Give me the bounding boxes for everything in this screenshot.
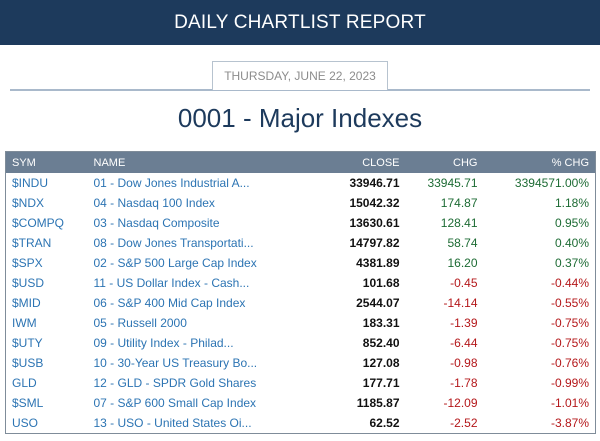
name-link[interactable]: 07 - S&P 600 Small Cap Index (93, 396, 257, 410)
percent-change-value: 0.37% (554, 256, 589, 270)
change-value: -1.39 (450, 316, 478, 330)
symbol-link[interactable]: $COMPQ (12, 216, 65, 230)
name-link[interactable]: 06 - S&P 400 Mid Cap Index (93, 296, 246, 310)
chartlist-title: 0001 - Major Indexes (177, 103, 423, 133)
change-value: 128.41 (440, 216, 478, 230)
table-row: $USB 10 - 30-Year US Treasury Bo... 127.08… (6, 353, 596, 373)
symbol-link[interactable]: $SML (12, 396, 44, 410)
symbol-link[interactable]: $UTY (12, 336, 43, 350)
column-header-sym[interactable]: SYM (5, 151, 88, 173)
close-value: 62.52 (369, 416, 400, 430)
percent-change-value: -0.75% (550, 316, 589, 330)
change-value: -0.45 (450, 276, 478, 290)
percent-change-value: -0.75% (550, 336, 589, 350)
percent-change-value: -0.99% (550, 376, 589, 390)
date-divider (10, 89, 590, 91)
name-link[interactable]: 12 - GLD - SPDR Gold Shares (93, 376, 257, 390)
change-value: -1.78 (450, 376, 478, 390)
column-header-chg[interactable]: CHG (405, 151, 484, 173)
symbol-link[interactable]: $SPX (12, 256, 43, 270)
change-value: 58.74 (447, 236, 478, 250)
percent-change-value: -3.87% (550, 416, 589, 430)
close-value: 127.08 (362, 356, 400, 370)
percent-change-value: 0.95% (554, 216, 589, 230)
table-row: $MID 06 - S&P 400 Mid Cap Index 2544.07 -14… (6, 293, 596, 313)
symbol-link[interactable]: $USB (12, 356, 44, 370)
name-link[interactable]: 11 - US Dollar Index - Cash... (93, 276, 250, 290)
change-value: -2.52 (450, 416, 478, 430)
report-header-bar: DAILY CHARTLIST REPORT (0, 0, 600, 45)
name-link[interactable]: 04 - Nasdaq 100 Index (93, 196, 215, 210)
name-link[interactable]: 08 - Dow Jones Transportati... (93, 236, 254, 250)
symbol-link[interactable]: GLD (12, 376, 37, 390)
close-value: 4381.89 (356, 256, 400, 270)
table-row: $TRAN 08 - Dow Jones Transportati... 14797… (6, 233, 596, 253)
table-row: IWM 05 - Russell 2000 183.31 -1.39 -0.75% (6, 313, 596, 333)
column-header-close[interactable]: CLOSE (287, 151, 406, 173)
column-header-pct-chg[interactable]: % CHG (483, 151, 596, 173)
table-header-row: SYM NAME CLOSE CHG % CHG (5, 151, 596, 173)
symbol-link[interactable]: USO (12, 416, 39, 430)
symbol-link[interactable]: IWM (12, 316, 37, 330)
table-row: $UTY 09 - Utility Index - Philad... 852.40… (6, 333, 596, 353)
column-header-name[interactable]: NAME (87, 151, 288, 173)
close-value: 14797.82 (349, 236, 400, 250)
symbol-link[interactable]: $INDU (12, 176, 49, 190)
table-row: GLD 12 - GLD - SPDR Gold Shares 177.71 -1.7… (6, 373, 596, 393)
change-value: -6.44 (450, 336, 478, 350)
close-value: 33946.71 (349, 176, 400, 190)
percent-change-value: -0.55% (550, 296, 589, 310)
name-link[interactable]: 13 - USO - United States Oi... (93, 416, 252, 430)
table-row: $NDX 04 - Nasdaq 100 Index 15042.32 174.87 1… (6, 193, 596, 213)
percent-change-value: -0.76% (550, 356, 589, 370)
table-row: $INDU 01 - Dow Jones Industrial A... 33946… (6, 173, 596, 193)
report-date: THURSDAY, JUNE 22, 2023 (212, 61, 388, 90)
report-header-title: DAILY CHARTLIST REPORT (174, 11, 426, 33)
symbol-link[interactable]: $USD (12, 276, 45, 290)
change-value: 16.20 (447, 256, 478, 270)
indexes-table: SYM NAME CLOSE CHG % CHG $INDU 01 - Dow J… (5, 151, 596, 434)
percent-change-value: -0.44% (550, 276, 589, 290)
close-value: 101.68 (362, 276, 400, 290)
percent-change-value: 1.18% (554, 196, 589, 210)
name-link[interactable]: 09 - Utility Index - Philad... (93, 336, 234, 350)
table-row: $COMPQ 03 - Nasdaq Composite 13630.61 128.4… (6, 213, 596, 233)
close-value: 13630.61 (349, 216, 400, 230)
change-value: -0.98 (450, 356, 478, 370)
close-value: 852.40 (362, 336, 400, 350)
percent-change-value: 3394571.00% (514, 176, 589, 190)
symbol-link[interactable]: $TRAN (12, 236, 52, 250)
name-link[interactable]: 02 - S&P 500 Large Cap Index (93, 256, 257, 270)
symbol-link[interactable]: $NDX (12, 196, 45, 210)
name-link[interactable]: 10 - 30-Year US Treasury Bo... (93, 356, 258, 370)
name-link[interactable]: 01 - Dow Jones Industrial A... (93, 176, 250, 190)
close-value: 1185.87 (356, 396, 400, 410)
change-value: -12.09 (443, 396, 478, 410)
close-value: 2544.07 (356, 296, 400, 310)
change-value: 33945.71 (427, 176, 478, 190)
symbol-link[interactable]: $MID (12, 296, 41, 310)
name-link[interactable]: 03 - Nasdaq Composite (93, 216, 220, 230)
percent-change-value: -1.01% (550, 396, 589, 410)
table-row: USO 13 - USO - United States Oi... 62.52 -2… (6, 413, 596, 434)
percent-change-value: 0.40% (554, 236, 589, 250)
table-row: $SPX 02 - S&P 500 Large Cap Index 4381.89 1… (6, 253, 596, 273)
close-value: 183.31 (362, 316, 400, 330)
close-value: 177.71 (362, 376, 400, 390)
change-value: 174.87 (440, 196, 478, 210)
change-value: -14.14 (443, 296, 478, 310)
table-row: $USD 11 - US Dollar Index - Cash... 101.68… (6, 273, 596, 293)
table-row: $SML 07 - S&P 600 Small Cap Index 1185.87 -… (6, 393, 596, 413)
name-link[interactable]: 05 - Russell 2000 (93, 316, 187, 330)
close-value: 15042.32 (349, 196, 400, 210)
